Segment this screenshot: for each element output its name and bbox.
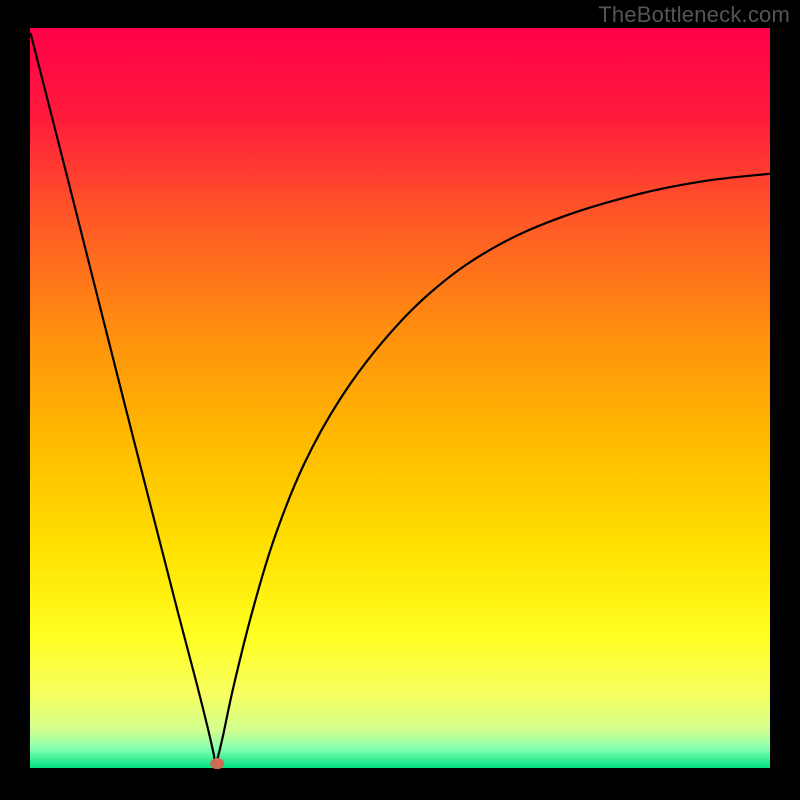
plot-background (30, 28, 770, 768)
chart-container: TheBottleneck.com (0, 0, 800, 800)
minimum-marker-icon (210, 758, 224, 769)
bottleneck-chart (0, 0, 800, 800)
